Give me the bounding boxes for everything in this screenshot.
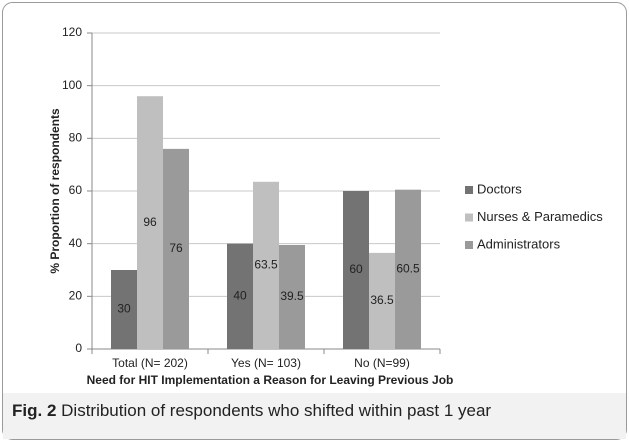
x-tick-label: Yes (N= 103) [231,356,301,370]
bar [395,189,421,349]
legend-label: Administrators [477,236,561,251]
x-axis-title: Need for HIT Implementation a Reason for… [87,373,454,387]
legend-swatch [465,213,473,222]
bar [137,96,163,349]
bar [369,252,395,349]
caption-background [3,393,626,439]
caption-text: Distribution of respondents who shifted … [61,401,491,420]
legend-swatch [465,241,473,249]
data-label: 96 [143,215,157,229]
data-label: 40 [233,289,247,303]
y-tick-label: 60 [69,183,83,197]
data-label: 30 [117,302,131,316]
y-tick-label: 40 [69,236,83,250]
y-tick-label: 120 [62,25,82,39]
data-label: 60.5 [396,262,420,276]
legend-swatch [465,186,473,194]
data-label: 63.5 [254,258,278,272]
bar [227,243,253,349]
y-axis-title: % Proportion of respondents [48,108,62,274]
data-label: 76 [169,241,183,255]
legend-label: Doctors [477,181,522,196]
caption: Fig. 2 Distribution of respondents who s… [12,401,491,420]
x-tick-label: No (N=99) [354,356,410,370]
y-tick-label: 80 [69,131,83,145]
y-tick-label: 100 [62,78,82,92]
y-tick-label: 20 [69,289,83,303]
bar [279,244,305,349]
bar [163,148,189,349]
legend-label: Nurses & Paramedics [477,209,603,224]
x-tick-label: Total (N= 202) [112,356,188,370]
caption-label: Fig. 2 [12,401,56,420]
y-tick-label: 0 [75,341,82,355]
bar [343,191,369,349]
data-label: 36.5 [370,293,394,307]
data-label: 39.5 [280,289,304,303]
data-label: 60 [349,262,363,276]
bar [111,270,137,349]
bar [253,181,279,349]
